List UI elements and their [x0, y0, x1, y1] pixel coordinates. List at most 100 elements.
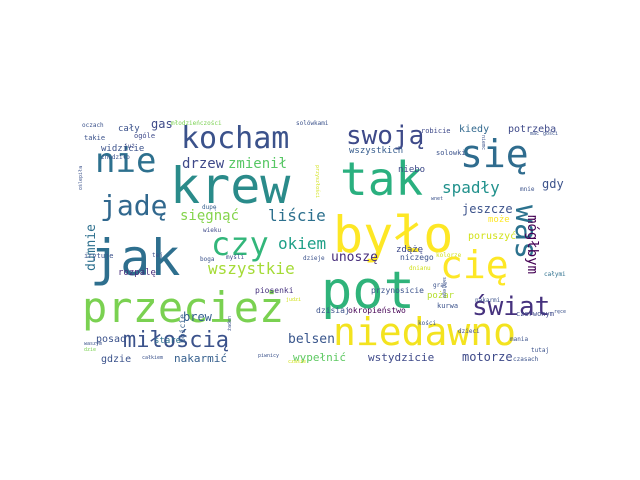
- word-solowkami: solówkami: [296, 120, 329, 127]
- word-rece: ręce: [554, 309, 566, 315]
- word-belsen: belsen: [288, 332, 335, 347]
- word-okropienstwo: okropieństwo: [348, 306, 406, 315]
- word-kurwa: kurwa: [437, 302, 458, 310]
- word-wnet: wnet: [431, 196, 443, 202]
- word-calkiem: całkiem: [142, 355, 163, 361]
- word-kiedy: kiedy: [459, 124, 489, 135]
- word-swoja: swoją: [346, 121, 424, 151]
- word-cie: cię: [440, 243, 509, 287]
- word-oczach: oczach: [82, 122, 104, 129]
- word-zmienil: zmienił: [228, 156, 287, 172]
- word-jeszcze: jeszcze: [462, 202, 513, 216]
- word-czy: czy: [211, 225, 269, 263]
- word-bylo: było: [333, 206, 453, 264]
- word-liscie: liście: [268, 206, 326, 225]
- word-jade: jadę: [100, 189, 167, 222]
- word-boicie: boicie: [178, 314, 187, 343]
- word-oslepila: oślepiła: [78, 166, 84, 190]
- word-zaden: żaden: [227, 316, 233, 331]
- word-niebo: niebo: [398, 165, 425, 175]
- word-okiem: okiem: [278, 234, 326, 253]
- word-siegnac: sięgnąć: [180, 208, 239, 224]
- word-dzisiaj: dzisiaj: [316, 306, 350, 315]
- word-pot: pot: [321, 261, 415, 321]
- word-kolorze: kolorze: [436, 252, 462, 259]
- word-przynosicie: przynosicie: [371, 286, 424, 295]
- word-niedawno: niedawno: [333, 310, 516, 354]
- word-mac: mać: [530, 130, 539, 137]
- word-niemc: niemc: [480, 135, 486, 150]
- word-motorze: motorze: [462, 350, 513, 364]
- word-wszystkie: wszystkie: [208, 259, 295, 278]
- word-potrzeba: potrzeba: [508, 124, 556, 135]
- word-nakarmic: nakarmić: [174, 352, 227, 365]
- word-dumnie: dumnie: [84, 224, 99, 271]
- word-wstydzicie: wstydzicie: [368, 351, 434, 364]
- word-niczego: niczego: [400, 253, 434, 262]
- word-przyszlosci: przyszłości: [314, 165, 321, 198]
- word-ogole: ogóle: [134, 132, 155, 140]
- word-pozar: pożar: [427, 291, 455, 301]
- word-takie: takie: [84, 134, 105, 142]
- word-swiat: świat: [472, 292, 550, 322]
- word-miloscia: miłością: [123, 328, 229, 353]
- word-swojego: swojego: [441, 277, 447, 298]
- word-cloud: krew pot tak jak było przecież niedawno …: [78, 115, 572, 368]
- word-mysli: myśli: [226, 254, 244, 261]
- word-gosci: gości: [543, 130, 558, 137]
- word-mania: mania: [510, 336, 528, 343]
- word-czerwonym: czerwonym: [516, 310, 554, 318]
- word-poruszyc: poruszyć: [468, 230, 516, 242]
- word-irytuje: irytuje: [84, 252, 114, 260]
- word-nie: nie: [95, 141, 156, 181]
- word-jak: jak: [90, 229, 180, 287]
- word-gdzie: gdzie: [101, 354, 131, 365]
- word-cloud-background: [78, 115, 572, 368]
- word-zdaze: zdążę: [396, 245, 423, 255]
- word-dzie: dzie: [84, 347, 96, 353]
- word-dupe: dupę: [202, 204, 217, 211]
- word-czasie: czasie: [288, 359, 306, 365]
- word-przeciez: przecież: [82, 283, 284, 332]
- word-kosci: kości: [418, 320, 436, 327]
- word-tak: tak: [340, 152, 423, 206]
- word-drzew: drzew: [182, 156, 225, 172]
- word-dnianu: dnianu: [409, 265, 431, 272]
- word-gas: gas: [151, 117, 173, 131]
- word-waszym: waszym: [84, 341, 102, 347]
- word-znudzilo: znudziło: [101, 154, 130, 161]
- word-kocham: kocham: [181, 121, 289, 156]
- word-wypelnic: wypełnić: [293, 351, 346, 364]
- word-wieku: wieku: [203, 227, 221, 234]
- word-piosenki: piosenki: [255, 286, 294, 295]
- word-sie: się: [460, 132, 529, 176]
- word-tutaj: tutaj: [531, 347, 549, 354]
- word-grac: grać: [433, 282, 448, 289]
- word-dzieci: dzieci: [458, 328, 480, 335]
- word-unosze: unoszę: [331, 250, 378, 265]
- word-calymi: całymi: [544, 271, 566, 278]
- word-posad: posad: [96, 334, 126, 345]
- word-was: was: [508, 205, 543, 259]
- word-robicie: robicie: [421, 127, 451, 135]
- word-brew: brew: [183, 310, 213, 324]
- word-moze: może: [488, 215, 510, 225]
- word-judzi: judzi: [286, 297, 301, 303]
- word-gdy: gdy: [542, 177, 564, 191]
- word-mlodziencz: młodzieńczości: [171, 120, 222, 127]
- word-piwnicy: piwnicy: [258, 353, 279, 359]
- word-boga: boga: [200, 256, 215, 263]
- word-caly: cały: [118, 124, 140, 134]
- word-rozpale: rozpalę: [118, 268, 156, 278]
- word-krew: krew: [170, 157, 291, 215]
- word-nakarmi: nakarmi: [475, 297, 501, 304]
- word-spadly: spadły: [442, 178, 500, 197]
- word-solowki: solowki: [436, 149, 466, 157]
- word-mnie: mnie: [520, 186, 535, 193]
- word-widzicie: widzicie: [101, 144, 144, 154]
- word-tej: tej: [152, 252, 163, 259]
- word-stare: stare: [154, 336, 181, 346]
- word-moglbym: mógłbym: [524, 215, 540, 274]
- word-wszystkich: wszystkich: [349, 146, 403, 156]
- word-juz: już: [124, 143, 135, 150]
